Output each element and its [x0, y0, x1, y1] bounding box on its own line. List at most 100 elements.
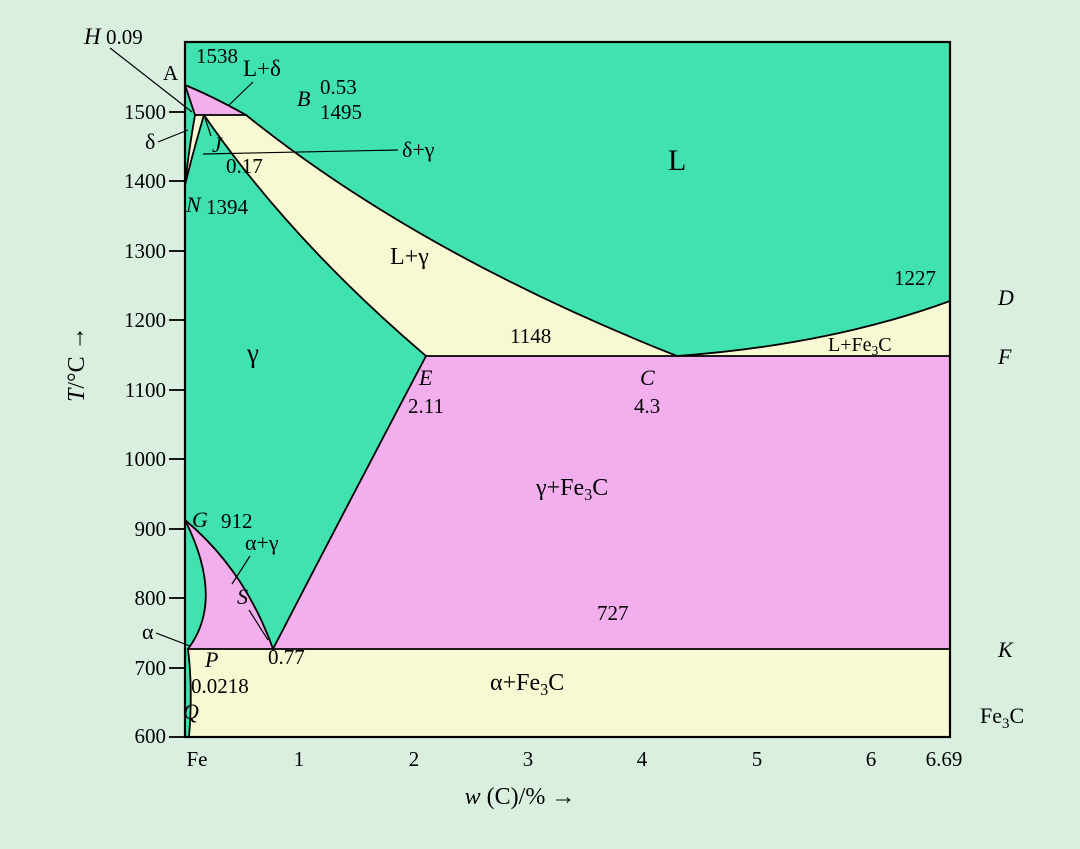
value-j-composition: 0.17	[226, 154, 263, 178]
boundary-a-b-liquidus	[183, 83, 248, 117]
region-delta-plus-gamma	[185, 115, 204, 185]
xtick-label-2: 2	[409, 747, 420, 771]
y-axis-symbol: T	[64, 387, 90, 402]
cementite-axis-label-sub: 3	[1002, 716, 1009, 732]
y-axis-title: T/°C →	[64, 326, 90, 402]
value-s-composition: 0.77	[268, 645, 305, 669]
region-label-alpha-gamma: α+γ	[245, 530, 279, 555]
x-axis-symbol: w	[465, 784, 481, 810]
region-label-liquid-delta: L+δ	[243, 56, 281, 81]
value-b-composition: 0.53	[320, 75, 357, 99]
xtick-label-3: 3	[523, 747, 534, 771]
ytick-label-700: 700	[135, 656, 167, 680]
phase-regions	[185, 42, 950, 737]
point-label-G: G	[192, 507, 208, 532]
value-d-temperature: 1227	[894, 266, 936, 290]
region-label-alpha-cementite: α+Fe3C	[490, 670, 564, 699]
leader-line-region-alpha	[155, 632, 191, 647]
ytick-label-900: 900	[135, 517, 167, 541]
y-axis-arrow-icon: →	[64, 326, 90, 350]
point-label-S: S	[237, 584, 248, 609]
point-label-J: J	[212, 132, 223, 157]
point-annotations: H 0.09 A 1538 B 0.53 1495 J 0.17 N 1394 …	[83, 24, 1014, 724]
value-a-temperature: 1538	[196, 44, 238, 68]
point-label-N: N	[185, 192, 202, 217]
point-label-K: K	[997, 637, 1014, 662]
region-label-alpha-cementite-sub: 3	[540, 680, 548, 699]
region-label-gamma-cementite: γ+Fe3C	[535, 475, 608, 504]
boundary-g-p	[183, 518, 207, 651]
leader-lines	[109, 47, 399, 647]
boundary-a-h	[183, 83, 197, 117]
value-c-composition: 4.3	[634, 394, 660, 418]
point-label-H: H	[83, 24, 102, 49]
region-label-liquid-cementite-main: L+Fe	[828, 334, 872, 356]
region-label-alpha: α	[142, 619, 154, 644]
cementite-axis-label: Fe3C	[980, 703, 1024, 732]
region-label-gamma-cementite-end: C	[592, 475, 608, 501]
point-label-P: P	[204, 647, 218, 672]
ytick-label-800: 800	[135, 586, 167, 610]
x-axis-labels: Fe 1 2 3 4 5 6 6.69	[187, 747, 963, 771]
plot-border	[183, 40, 952, 739]
region-label-liquid-cementite: L+Fe3C	[828, 334, 892, 358]
boundary-e-s-acm	[271, 354, 428, 651]
ytick-label-1100: 1100	[125, 378, 166, 402]
leader-line-point-h	[109, 47, 193, 113]
point-label-B: B	[297, 86, 310, 111]
leader-line-region-delta	[157, 129, 189, 143]
xtick-label-6: 6	[866, 747, 877, 771]
point-label-C: C	[640, 365, 655, 390]
point-label-A: A	[163, 61, 179, 85]
x-axis-title: w (C)/% →	[465, 784, 576, 810]
region-label-delta: δ	[145, 129, 155, 154]
region-label-liquid-cementite-sub: 3	[872, 343, 879, 358]
region-gamma-plus-cementite	[273, 356, 950, 649]
value-eutectoid-temperature: 727	[597, 601, 629, 625]
value-p-composition: 0.0218	[191, 674, 249, 698]
point-label-Q: Q	[183, 699, 199, 724]
region-label-gamma-cementite-sub: 3	[584, 485, 592, 504]
point-label-E: E	[418, 365, 433, 390]
value-n-temperature: 1394	[206, 195, 249, 219]
region-liquid-plus-cementite	[677, 301, 950, 356]
xtick-label-4: 4	[637, 747, 648, 771]
xtick-label-1: 1	[294, 747, 305, 771]
region-label-delta-gamma: δ+γ	[402, 137, 435, 162]
region-label-liquid: L	[668, 144, 686, 177]
boundary-j-n	[183, 113, 206, 187]
value-eutectic-temperature: 1148	[510, 324, 551, 348]
value-e-composition: 2.11	[408, 394, 444, 418]
leader-line-region-l-delta	[227, 81, 254, 107]
cementite-axis-label-end: C	[1009, 703, 1024, 728]
boundary-p-q	[186, 647, 192, 738]
region-alpha-plus-cementite	[188, 649, 950, 737]
point-label-D: D	[997, 285, 1014, 310]
point-label-F: F	[997, 344, 1012, 369]
region-alpha-plus-gamma	[185, 520, 273, 649]
boundary-c-d-liquidus	[676, 299, 952, 357]
value-g-temperature: 912	[221, 509, 253, 533]
cementite-axis-label-main: Fe	[980, 703, 1002, 728]
region-label-alpha-cementite-main: α+Fe	[490, 670, 540, 696]
leader-line-region-delta-gamma	[202, 149, 399, 155]
region-labels: L+δ δ δ+γ L L+γ L+Fe3C γ γ+Fe3C α+γ α α+…	[142, 56, 1024, 732]
region-label-gamma: γ	[246, 338, 259, 368]
x-axis-arrow-icon: →	[551, 784, 575, 810]
y-axis-labels: 1500 1400 1300 1200 1100 1000 900 800 70…	[124, 100, 166, 748]
value-b-temperature: 1495	[320, 100, 362, 124]
xtick-label-5: 5	[752, 747, 763, 771]
ytick-label-600: 600	[135, 724, 167, 748]
ytick-label-1500: 1500	[124, 100, 166, 124]
ytick-label-1300: 1300	[124, 239, 166, 263]
ytick-label-1200: 1200	[124, 308, 166, 332]
xtick-label-6-69: 6.69	[926, 747, 963, 771]
ytick-label-1000: 1000	[124, 447, 166, 471]
leader-line-point-j	[204, 117, 212, 137]
region-label-liquid-gamma: L+γ	[390, 244, 429, 270]
axis-titles: w (C)/% → T/°C →	[64, 326, 575, 810]
region-label-alpha-cementite-end: C	[548, 670, 564, 696]
y-axis-unit: /°C	[64, 350, 90, 388]
